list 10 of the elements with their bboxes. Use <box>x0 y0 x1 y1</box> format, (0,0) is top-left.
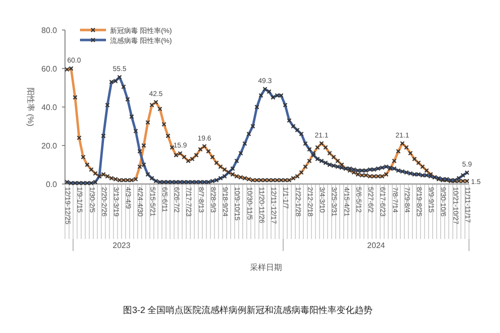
y-tick-label: 80.0 <box>41 26 58 35</box>
caption: 图3-2 全国哨点医院流感样病例新冠和流感病毒阳性率变化趋势 <box>123 305 373 315</box>
y-axis-title: 阳性率 (%) <box>26 88 35 127</box>
text: 2023 <box>112 241 132 250</box>
y-tick-label: 60.0 <box>41 64 58 74</box>
y-tick-label: 40.0 <box>41 103 58 112</box>
text: 2024 <box>367 241 386 250</box>
y-tick-label: 0.0 <box>46 180 58 189</box>
x-axis-title: 采样日期 <box>250 263 282 272</box>
y-tick-label: 20.0 <box>41 142 58 150</box>
